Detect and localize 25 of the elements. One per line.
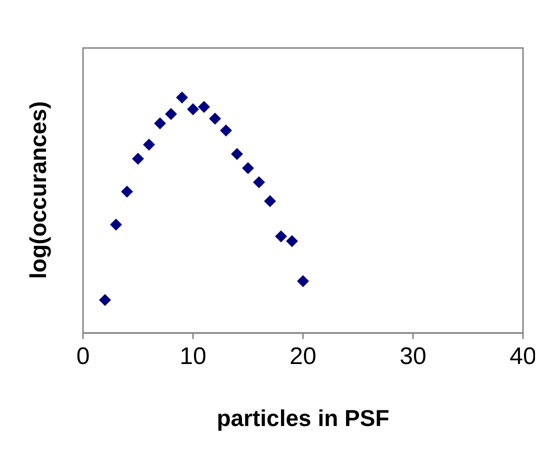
point [242,162,254,174]
point [275,230,287,242]
point [110,218,122,231]
point [99,294,111,306]
x-tick-label: 0 [76,343,90,370]
x-axis-title: particles in PSF [216,405,390,431]
point [143,138,155,151]
point [231,148,243,160]
y-axis-title: log(occurances) [25,101,51,279]
point [176,91,188,104]
point [253,176,265,188]
x-tick-label: 20 [290,343,316,370]
point [121,186,133,198]
point [165,108,177,120]
point [187,103,199,116]
x-tick-label: 30 [400,343,426,370]
point [220,124,232,136]
point [154,117,166,130]
point [132,152,144,165]
point [209,112,221,125]
point [297,275,309,288]
x-tick-label: 10 [180,343,206,370]
point [264,195,276,208]
point [198,100,210,113]
point [286,235,298,248]
